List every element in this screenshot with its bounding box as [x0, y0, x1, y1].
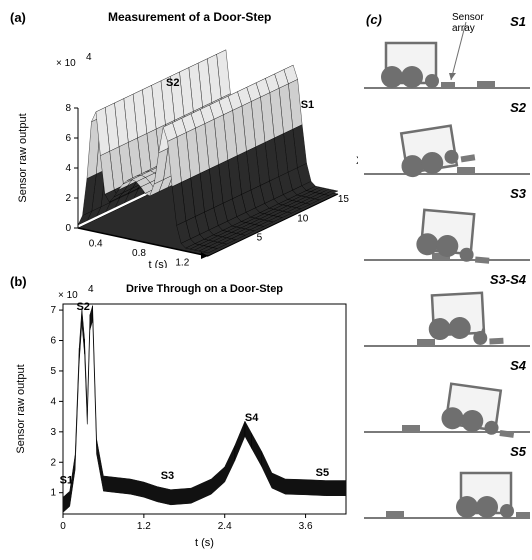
svg-text:× 10: × 10 — [58, 290, 78, 301]
robot-stage-s2: S2 — [362, 98, 532, 184]
svg-text:t (s): t (s) — [149, 259, 168, 268]
svg-text:t (s): t (s) — [195, 537, 214, 549]
panel-b-corner: (b) — [10, 274, 27, 289]
svg-text:X: X — [356, 155, 358, 167]
svg-text:S2: S2 — [76, 301, 89, 313]
svg-text:7: 7 — [50, 305, 56, 316]
svg-text:3.6: 3.6 — [299, 521, 313, 532]
stage-label: S4 — [510, 358, 526, 373]
svg-text:1: 1 — [50, 488, 56, 499]
svg-text:1.2: 1.2 — [137, 521, 151, 532]
svg-text:3: 3 — [50, 427, 56, 438]
svg-text:6: 6 — [50, 336, 56, 347]
svg-text:2.4: 2.4 — [218, 521, 232, 532]
robot-stage-s3-s4: S3-S4 — [362, 270, 532, 356]
svg-text:15: 15 — [338, 194, 350, 205]
svg-text:S2: S2 — [166, 77, 179, 89]
svg-text:2: 2 — [50, 457, 56, 468]
chart-line: Drive Through on a Door-Step × 10 4 1 2 3 4 5 6 7… — [8, 272, 358, 552]
svg-text:× 10: × 10 — [56, 58, 76, 69]
panel-c: (c) S1SensorarrayS2S3S3-S4S4S5 — [362, 8, 532, 552]
panel-a: (a) Measurement of a Door-Step 024680.40… — [8, 8, 358, 268]
svg-text:6: 6 — [65, 133, 71, 144]
stage-label: S5 — [510, 444, 526, 459]
svg-text:4: 4 — [86, 52, 92, 63]
svg-text:10: 10 — [297, 213, 309, 224]
robot-stage-s3: S3 — [362, 184, 532, 270]
svg-text:S1: S1 — [60, 475, 73, 487]
stage-label: S3 — [510, 186, 526, 201]
svg-text:S5: S5 — [316, 467, 329, 479]
stage-label: S1 — [510, 14, 526, 29]
svg-text:1.2: 1.2 — [175, 257, 189, 268]
stage-label: S3-S4 — [490, 272, 526, 287]
svg-text:8: 8 — [65, 103, 71, 114]
panel-a-title: Measurement of a Door-Step — [108, 10, 271, 24]
robot-stage-s4: S4 — [362, 356, 532, 442]
panel-b: (b) Drive Through on a Door-Step × 10 4 1 2 3… — [8, 272, 358, 552]
svg-text:5: 5 — [50, 366, 56, 377]
svg-text:Drive Through on a Door-Step: Drive Through on a Door-Step — [126, 283, 283, 295]
panel-a-corner: (a) — [10, 10, 26, 25]
svg-text:2: 2 — [65, 193, 71, 204]
svg-text:0: 0 — [65, 223, 71, 234]
svg-text:S3: S3 — [161, 470, 174, 482]
svg-text:Sensor raw output: Sensor raw output — [17, 113, 29, 202]
svg-text:5: 5 — [257, 233, 263, 244]
robot-stage-s5: S5 — [362, 442, 532, 528]
svg-text:S4: S4 — [245, 412, 259, 424]
svg-text:0: 0 — [60, 521, 66, 532]
robot-stage-s1: S1 Sensorarray — [362, 12, 532, 98]
svg-text:0.8: 0.8 — [132, 248, 146, 259]
svg-text:0.4: 0.4 — [89, 239, 103, 250]
svg-text:4: 4 — [88, 284, 94, 295]
svg-text:S1: S1 — [301, 99, 314, 111]
sensor-array-label: Sensorarray — [452, 12, 484, 34]
chart-3d-surface: 0 2 4 6 8 0.4 0.8 1.2 5 10 15 Sensor raw output × 10… — [8, 8, 358, 268]
svg-text:4: 4 — [65, 163, 71, 174]
stage-label: S2 — [510, 100, 526, 115]
svg-text:4: 4 — [50, 396, 56, 407]
svg-text:Sensor raw output: Sensor raw output — [15, 364, 27, 453]
